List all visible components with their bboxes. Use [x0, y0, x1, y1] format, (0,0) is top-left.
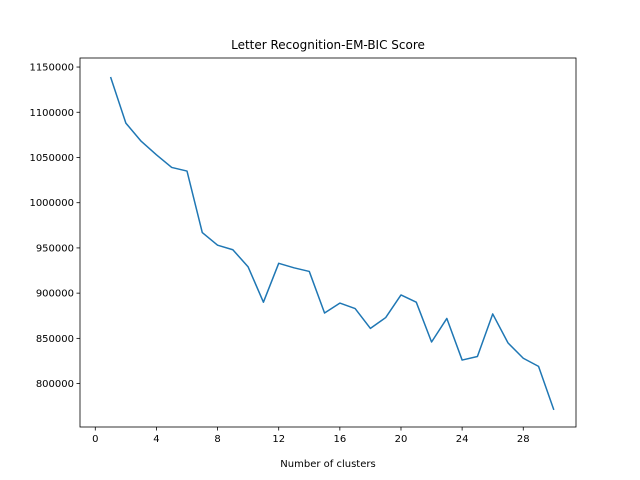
y-tick-label: 1000000: [29, 198, 74, 209]
chart-title: Letter Recognition-EM-BIC Score: [231, 38, 425, 52]
x-tick-label: 28: [517, 434, 530, 445]
plot-frame: [79, 57, 577, 428]
y-tick-label: 900000: [36, 289, 74, 300]
x-axis: 0 4 8 12 16 20 24 28: [92, 427, 530, 445]
x-tick-label: 8: [214, 434, 220, 445]
x-tick-label: 16: [333, 434, 346, 445]
plot-area: [109, 76, 555, 411]
y-axis: 800000 850000 900000 950000 1000000 1050000 11…: [29, 63, 80, 390]
x-tick-label: 0: [92, 434, 98, 445]
y-tick-label: 1050000: [29, 153, 74, 164]
y-tick-label: 800000: [36, 379, 74, 390]
x-tick-label: 20: [395, 434, 408, 445]
x-tick-label: 12: [272, 434, 285, 445]
x-axis-label: Number of clusters: [280, 459, 375, 470]
y-tick-label: 950000: [36, 243, 74, 254]
series-line-0: [109, 76, 555, 411]
y-tick-label: 1100000: [29, 108, 74, 119]
x-tick-label: 4: [153, 434, 159, 445]
y-tick-label: 1150000: [29, 63, 74, 74]
y-tick-label: 850000: [36, 334, 74, 345]
x-tick-label: 24: [456, 434, 469, 445]
